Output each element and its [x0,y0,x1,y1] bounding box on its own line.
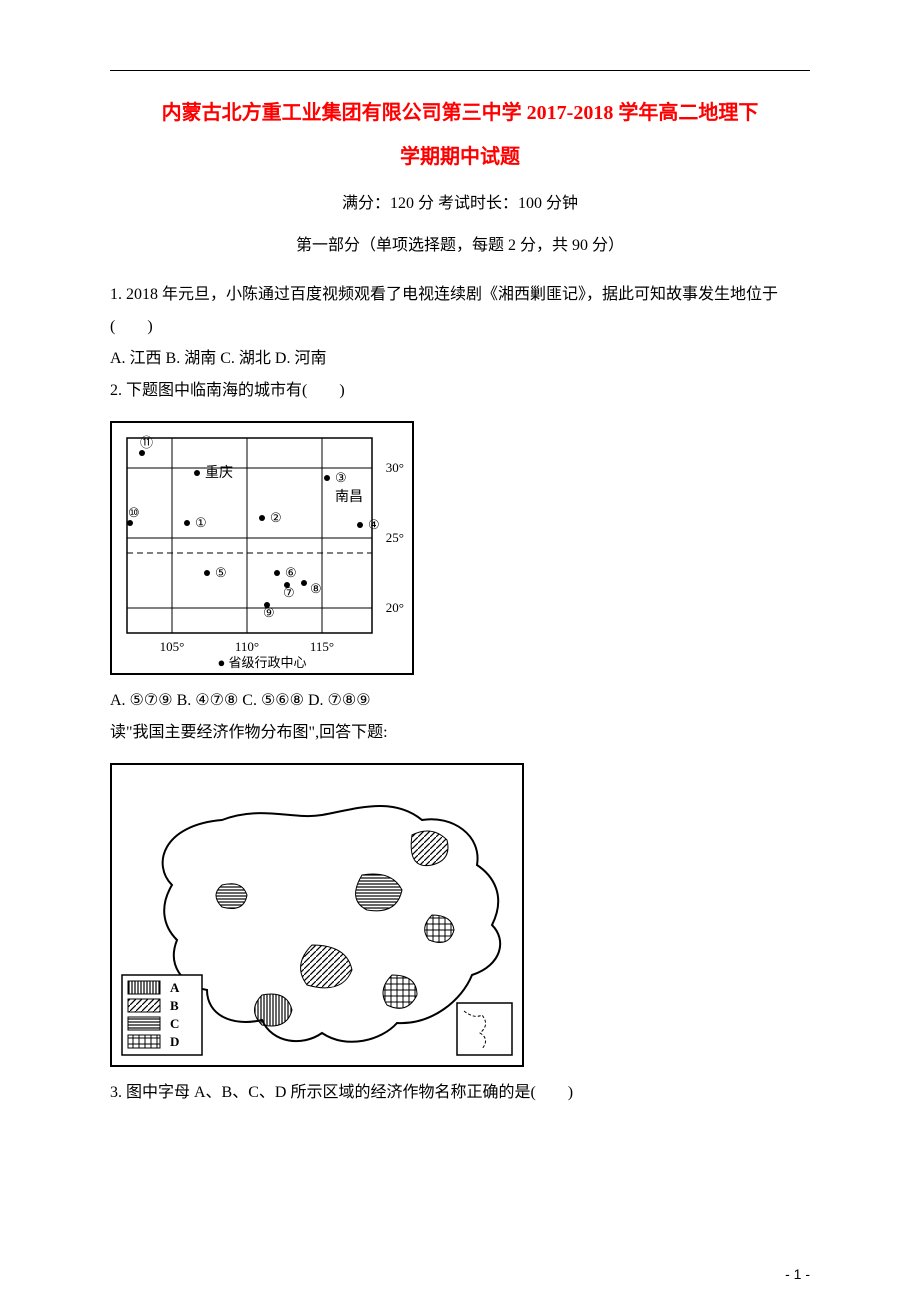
title-line-2: 学期期中试题 [110,135,810,179]
question-2: 2. 下题图中临南海的城市有( ) [110,375,810,407]
svg-text:● 省级行政中心: ● 省级行政中心 [217,655,306,670]
q3-figure: ABCD [110,763,810,1067]
exam-title: 内蒙古北方重工业集团有限公司第三中学 2017-2018 学年高二地理下 学期期… [110,91,810,179]
svg-text:105°: 105° [160,639,185,654]
question-1: 1. 2018 年元旦，小陈通过百度视频观看了电视连续剧《湘西剿匪记》，据此可知… [110,279,810,375]
svg-text:①: ① [195,515,207,530]
svg-text:C: C [170,1016,179,1031]
page-number: - 1 - [785,1266,810,1282]
q3-stem: 3. 图中字母 A、B、C、D 所示区域的经济作物名称正确的是( ) [110,1077,810,1109]
q2-figure: 105° 110° 115° 30° 25° 20° ⑪ 重庆 ③ 南昌 ⑩ ① ② ④ ⑤ ⑥ ⑦⑧ ⑨ ● 省级… [110,421,810,675]
q3-intro: 读"我国主要经济作物分布图",回答下题: [110,717,810,749]
svg-text:A: A [170,980,180,995]
svg-text:⑩: ⑩ [128,505,140,520]
q2-options-line: A. ⑤⑦⑨ B. ④⑦⑧ C. ⑤⑥⑧ D. ⑦⑧⑨ [110,685,810,717]
top-rule [110,70,810,71]
svg-text:②: ② [270,510,282,525]
svg-text:③: ③ [335,470,347,485]
q3-map-box: ABCD [110,763,524,1067]
q2-stem: 2. 下题图中临南海的城市有( ) [110,375,810,407]
svg-text:⑨: ⑨ [263,605,275,620]
q1-options: A. 江西 B. 湖南 C. 湖北 D. 河南 [110,343,810,375]
q2-map-svg: 105° 110° 115° 30° 25° 20° ⑪ 重庆 ③ 南昌 ⑩ ① ② ④ ⑤ ⑥ ⑦⑧ ⑨ ● 省级… [112,423,412,673]
q1-stem: 1. 2018 年元旦，小陈通过百度视频观看了电视连续剧《湘西剿匪记》，据此可知… [110,279,810,343]
q2-options: A. ⑤⑦⑨ B. ④⑦⑧ C. ⑤⑥⑧ D. ⑦⑧⑨ [110,692,371,709]
svg-text:115°: 115° [310,639,334,654]
q3-map-svg: ABCD [112,765,522,1065]
svg-text:20°: 20° [386,600,404,615]
svg-text:⑪: ⑪ [140,435,153,450]
svg-text:⑧: ⑧ [310,581,322,596]
svg-text:25°: 25° [386,530,404,545]
exam-meta: 满分：120 分 考试时长：100 分钟 [110,189,810,213]
svg-text:30°: 30° [386,460,404,475]
svg-text:⑥: ⑥ [285,565,297,580]
svg-text:南昌: 南昌 [335,489,363,505]
q2-map-box: 105° 110° 115° 30° 25° 20° ⑪ 重庆 ③ 南昌 ⑩ ① ② ④ ⑤ ⑥ ⑦⑧ ⑨ ● 省级… [110,421,414,675]
svg-text:⑤: ⑤ [215,565,227,580]
svg-text:110°: 110° [235,639,259,654]
question-3: 3. 图中字母 A、B、C、D 所示区域的经济作物名称正确的是( ) [110,1077,810,1109]
svg-text:D: D [170,1034,179,1049]
section-header: 第一部分（单项选择题，每题 2 分，共 90 分） [110,231,810,255]
svg-text:⑦: ⑦ [283,585,295,600]
svg-text:④: ④ [368,517,380,532]
title-line-1: 内蒙古北方重工业集团有限公司第三中学 2017-2018 学年高二地理下 [110,91,810,135]
exam-page: 内蒙古北方重工业集团有限公司第三中学 2017-2018 学年高二地理下 学期期… [0,0,920,1302]
svg-text:重庆: 重庆 [205,465,233,481]
svg-text:B: B [170,998,179,1013]
